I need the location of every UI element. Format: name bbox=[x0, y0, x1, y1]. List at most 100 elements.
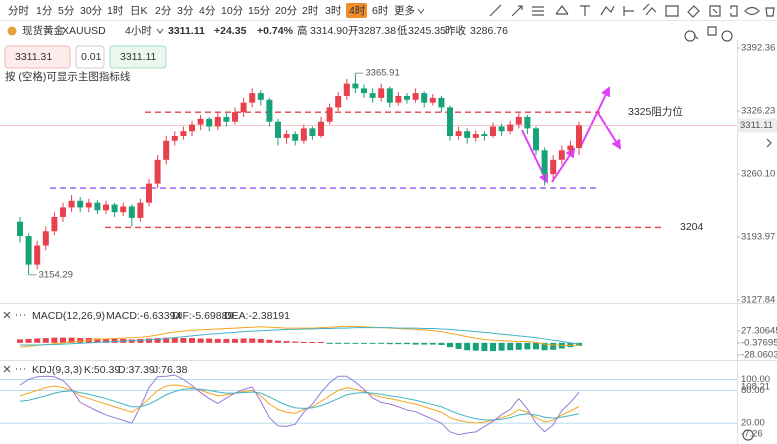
macd-bar bbox=[472, 342, 479, 351]
more-dropdown-icon[interactable] bbox=[417, 8, 425, 14]
kdj-line bbox=[19, 384, 580, 424]
kdj-title: KDJ(9,3,3) bbox=[32, 364, 82, 376]
macd-bar bbox=[51, 337, 58, 343]
lots[interactable]: 0.01 bbox=[81, 51, 102, 63]
macd-bar bbox=[25, 338, 32, 343]
panel-settings[interactable] bbox=[742, 429, 754, 441]
text-tool[interactable] bbox=[580, 5, 590, 16]
lots-input[interactable] bbox=[75, 45, 105, 69]
ray-tool[interactable] bbox=[511, 5, 523, 17]
y-tick-label: 80.00 bbox=[741, 385, 765, 396]
measure-tool[interactable] bbox=[623, 6, 634, 16]
period-tab[interactable]: 4分 bbox=[199, 5, 216, 17]
buy-button[interactable] bbox=[109, 45, 167, 69]
shape-tool[interactable] bbox=[665, 5, 679, 17]
period-tab[interactable]: 2时 bbox=[302, 5, 319, 17]
candle-body bbox=[318, 121, 324, 136]
macd-bar bbox=[60, 337, 66, 343]
brush-tool[interactable] bbox=[642, 3, 657, 16]
y-tick-label: -28.06035 bbox=[741, 350, 777, 361]
macd-bar bbox=[309, 341, 316, 343]
period-tab[interactable]: 4时 bbox=[349, 5, 366, 17]
stat-value: 3314.90 bbox=[310, 25, 348, 37]
y-tick-label: 3260.10 bbox=[741, 169, 775, 180]
y-tick-label: 100.00 bbox=[741, 374, 770, 385]
close-macd[interactable] bbox=[3, 311, 11, 319]
macd-bar bbox=[447, 342, 453, 348]
lock-tool[interactable] bbox=[730, 5, 738, 17]
period-tab[interactable]: 20分 bbox=[275, 5, 298, 17]
macd-bar bbox=[103, 338, 109, 343]
period-tab[interactable]: 1分 bbox=[36, 5, 53, 17]
stat-label: 高 bbox=[297, 24, 308, 37]
candle-body bbox=[171, 135, 178, 141]
macd-bar bbox=[318, 341, 324, 343]
candle-body bbox=[395, 95, 402, 103]
period-tab[interactable]: 15分 bbox=[248, 5, 271, 17]
candle-body bbox=[447, 107, 453, 136]
period-tab[interactable]: 10分 bbox=[221, 5, 244, 17]
close-kdj[interactable] bbox=[3, 365, 11, 373]
period-tab[interactable]: 3分 bbox=[177, 5, 194, 17]
pattern-tool[interactable] bbox=[600, 5, 615, 16]
zoom-icon[interactable] bbox=[684, 30, 699, 42]
y-tick-label: 27.30645 bbox=[741, 326, 777, 337]
period-tab[interactable]: 更多 bbox=[394, 4, 415, 17]
candle-body bbox=[361, 88, 367, 94]
delete-tool[interactable] bbox=[765, 7, 775, 17]
period-tab[interactable]: 日K bbox=[130, 5, 148, 17]
period-tab[interactable]: 3时 bbox=[325, 5, 342, 17]
macd-bar bbox=[223, 338, 230, 343]
candle-body bbox=[189, 124, 195, 132]
fib-tool[interactable] bbox=[555, 5, 569, 15]
candle-body bbox=[490, 126, 496, 136]
macd-bar bbox=[111, 338, 118, 343]
layout-icon[interactable] bbox=[707, 26, 717, 36]
macd-bar bbox=[146, 338, 152, 343]
sell-price[interactable]: 3311.31 bbox=[15, 51, 52, 63]
period-tab[interactable]: 2分 bbox=[155, 5, 172, 17]
candle-body bbox=[567, 145, 574, 151]
line-tool[interactable] bbox=[489, 4, 502, 17]
eraser-tool[interactable] bbox=[687, 5, 700, 18]
period-tab[interactable]: 30分 bbox=[80, 5, 103, 17]
macd-bar bbox=[326, 342, 333, 344]
magnet-tool[interactable] bbox=[709, 5, 721, 17]
settings-icon[interactable] bbox=[721, 30, 733, 42]
macd-bar bbox=[412, 342, 419, 345]
candle-body bbox=[292, 134, 299, 141]
last-price-tag bbox=[737, 118, 777, 133]
candle-body bbox=[524, 116, 531, 129]
quote-price: 3311.11 bbox=[168, 25, 205, 37]
period-tab[interactable]: 6时 bbox=[372, 5, 389, 17]
macd-legend: DIF:-5.69889 bbox=[172, 310, 233, 322]
stat-value: 3287.38 bbox=[358, 25, 396, 37]
level-label: 3325阻力位 bbox=[628, 105, 683, 118]
stat-label: 昨收 bbox=[445, 24, 466, 37]
period-tab[interactable]: 分时 bbox=[8, 5, 29, 17]
hint: 按 (空格)可显示主图指标线 bbox=[5, 70, 131, 83]
macd-bar bbox=[17, 339, 23, 343]
candle-body bbox=[206, 118, 213, 127]
candle-body bbox=[498, 126, 505, 132]
eye-tool[interactable] bbox=[744, 6, 760, 16]
sell-button[interactable] bbox=[4, 45, 71, 69]
candle-body bbox=[576, 125, 582, 149]
scroll-right[interactable] bbox=[766, 138, 772, 148]
macd-bar bbox=[275, 340, 281, 343]
candle-body bbox=[257, 93, 264, 100]
candle-body bbox=[326, 107, 333, 122]
channel-tool[interactable] bbox=[532, 6, 544, 16]
candle-body bbox=[240, 102, 247, 113]
buy-price[interactable]: 3311.11 bbox=[120, 51, 157, 63]
interval-dropdown-icon[interactable] bbox=[156, 28, 164, 34]
candle-body bbox=[137, 202, 144, 218]
panel-controls[interactable] bbox=[3, 26, 772, 441]
period-tab[interactable]: 1时 bbox=[107, 5, 124, 17]
drawing-tools[interactable] bbox=[489, 3, 775, 18]
candle-body bbox=[455, 131, 462, 136]
macd-bar bbox=[197, 338, 204, 343]
period-tab[interactable]: 5分 bbox=[58, 5, 75, 17]
y-tick-label: 3193.97 bbox=[741, 232, 775, 243]
